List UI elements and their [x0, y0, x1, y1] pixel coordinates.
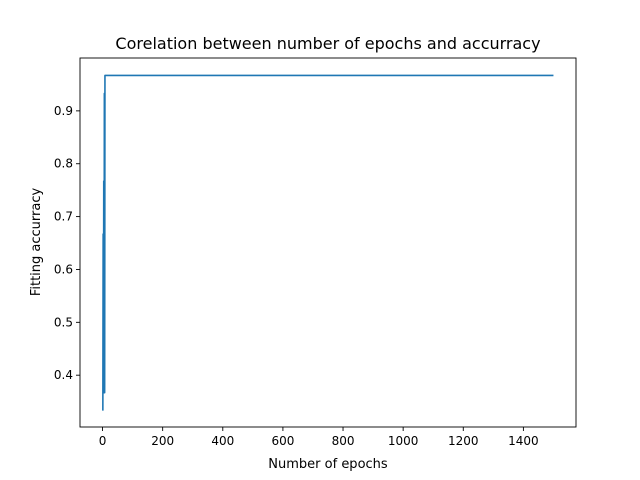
x-axis-label: Number of epochs — [268, 457, 388, 472]
y-tick-label: 0.7 — [54, 210, 73, 224]
x-tick-label: 1000 — [388, 434, 419, 448]
plot-area: 0 200 400 600 800 1000 1200 1400 0.4 0.5 0.6 0.7 0.8… — [54, 57, 577, 448]
x-tick-label: 1200 — [448, 434, 479, 448]
x-tick-label: 0 — [99, 434, 107, 448]
y-tick-label: 0.9 — [54, 104, 73, 118]
series-line-0 — [102, 74, 554, 411]
x-tick-label: 1400 — [508, 434, 539, 448]
y-tick-label: 0.4 — [54, 368, 73, 382]
x-tick-label: 400 — [211, 434, 234, 448]
chart-title: Corelation between number of epochs and … — [115, 34, 540, 53]
x-tick-label: 800 — [332, 434, 355, 448]
y-tick-label: 0.6 — [54, 262, 73, 276]
x-tick-label: 200 — [151, 434, 174, 448]
y-tick-label: 0.8 — [54, 157, 73, 171]
plot-frame — [79, 57, 577, 428]
y-tick-label: 0.5 — [54, 315, 73, 329]
x-tick-label: 600 — [271, 434, 294, 448]
y-axis-label: Fitting accurracy — [29, 188, 44, 297]
